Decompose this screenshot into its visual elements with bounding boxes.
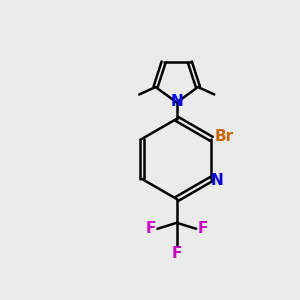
Text: F: F — [172, 246, 182, 261]
Text: N: N — [211, 173, 223, 188]
Text: Br: Br — [214, 129, 233, 144]
Text: N: N — [170, 94, 183, 110]
Text: F: F — [197, 221, 208, 236]
Text: F: F — [146, 221, 156, 236]
